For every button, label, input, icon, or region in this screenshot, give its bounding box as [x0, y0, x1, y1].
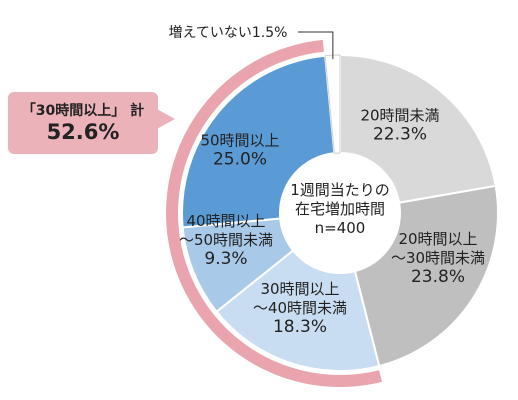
slice-50h-plus: [181, 54, 336, 229]
slice-no-increase: [324, 54, 341, 154]
slice-value-label: 25.0%: [213, 150, 267, 170]
highlight-callout: 「30時間以上」 計 52.6%: [8, 92, 158, 154]
highlight-value: 52.6%: [46, 120, 120, 144]
slice-category-label: 20時間未満: [360, 107, 439, 125]
slice-under-20h: [339, 53, 497, 204]
slice-category-label: 50時間以上: [200, 132, 279, 150]
leader-line: [298, 31, 334, 60]
slice-20-30h: [353, 184, 499, 368]
highlight-label: 「30時間以上」 計: [21, 103, 145, 119]
highlight-callout-pointer: [155, 108, 175, 130]
center-label: n=400: [315, 219, 366, 237]
slice-category-label: 40時間以上: [186, 212, 265, 230]
slice-value-label: 22.3%: [373, 125, 427, 145]
slice-category-label: 〜30時間未満: [391, 249, 485, 267]
slice-category-label: 〜50時間未満: [179, 231, 273, 249]
slice-30-40h: [215, 249, 381, 372]
slice-category-label: 〜40時間未満: [253, 299, 347, 317]
center-label: 1週間当たりの: [290, 181, 390, 199]
slice-no-increase-label: 増えていない1.5%: [169, 25, 288, 41]
slice-value-label: 9.3%: [204, 249, 247, 269]
slice-category-label: 30時間以上: [260, 280, 339, 298]
center-label: 在宅増加時間: [295, 200, 385, 218]
slice-value-label: 18.3%: [273, 317, 327, 337]
slice-value-label: 23.8%: [411, 267, 465, 287]
slice-category-label: 20時間以上: [398, 230, 477, 248]
